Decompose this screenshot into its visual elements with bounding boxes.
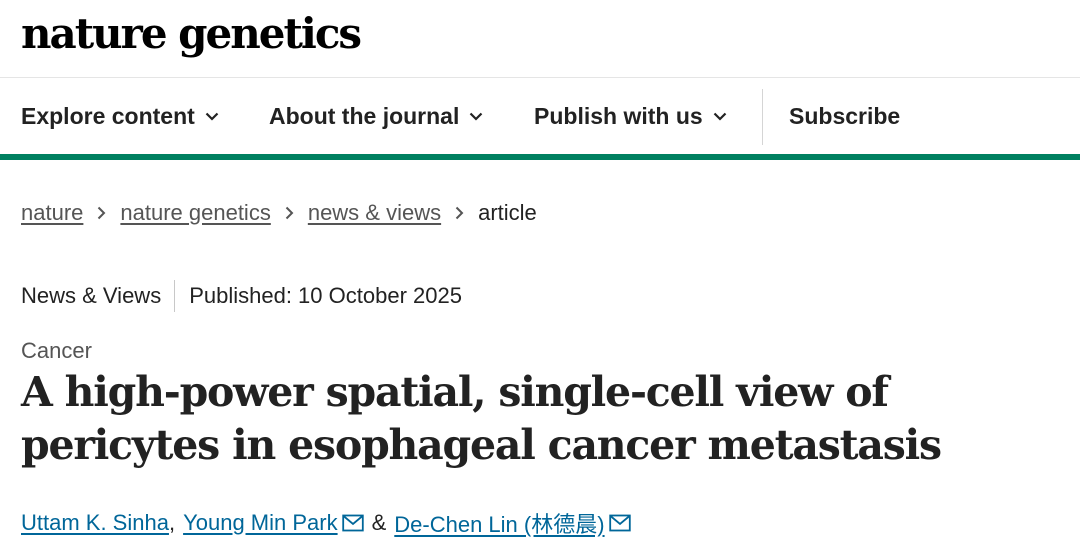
- article-subject[interactable]: Cancer: [21, 338, 92, 363]
- nav-label: Publish with us: [534, 103, 703, 129]
- published-date: Published: 10 October 2025: [189, 283, 462, 308]
- chevron-down-icon: [713, 112, 727, 121]
- nav-label: Subscribe: [789, 103, 901, 129]
- mail-icon[interactable]: [341, 514, 364, 532]
- author-link[interactable]: Young Min Park: [183, 510, 338, 535]
- article-type: News & Views: [21, 283, 162, 308]
- nav-label: About the journal: [269, 103, 460, 129]
- author-link[interactable]: Uttam K. Sinha: [21, 510, 169, 535]
- breadcrumb-current: article: [478, 200, 537, 225]
- author-separator: ,: [168, 510, 176, 535]
- main-nav: Explore content About the journal Publis…: [0, 79, 1080, 160]
- chevron-down-icon: [469, 112, 483, 121]
- breadcrumb-link-news-views[interactable]: news & views: [307, 200, 442, 225]
- chevron-down-icon: [205, 112, 219, 121]
- breadcrumb: nature nature genetics news & views arti…: [21, 198, 537, 228]
- mail-icon[interactable]: [608, 514, 631, 532]
- article-title: A high-power spatial, single-cell view o…: [21, 368, 942, 469]
- masthead: nature genetics: [0, 0, 1080, 78]
- breadcrumb-link-nature[interactable]: nature: [21, 200, 84, 225]
- author-separator: &: [371, 510, 387, 535]
- nav-explore-content[interactable]: Explore content: [21, 79, 219, 154]
- nav-label: Explore content: [21, 103, 195, 129]
- chevron-right-icon: [455, 206, 464, 220]
- author-list: Uttam K. Sinha , Young Min Park & De-Che…: [21, 507, 631, 539]
- nav-divider: [762, 89, 763, 145]
- nav-publish-with-us[interactable]: Publish with us: [534, 79, 727, 154]
- chevron-right-icon: [285, 206, 294, 220]
- nav-subscribe[interactable]: Subscribe: [789, 79, 900, 154]
- article-meta: News & Views Published: 10 October 2025: [21, 280, 462, 312]
- author-link[interactable]: De-Chen Lin (林德晨): [394, 512, 605, 537]
- nav-about-the-journal[interactable]: About the journal: [269, 79, 483, 154]
- chevron-right-icon: [97, 206, 106, 220]
- journal-logo[interactable]: nature genetics: [21, 9, 362, 58]
- meta-divider: [174, 280, 176, 312]
- breadcrumb-link-nature-genetics[interactable]: nature genetics: [120, 200, 271, 225]
